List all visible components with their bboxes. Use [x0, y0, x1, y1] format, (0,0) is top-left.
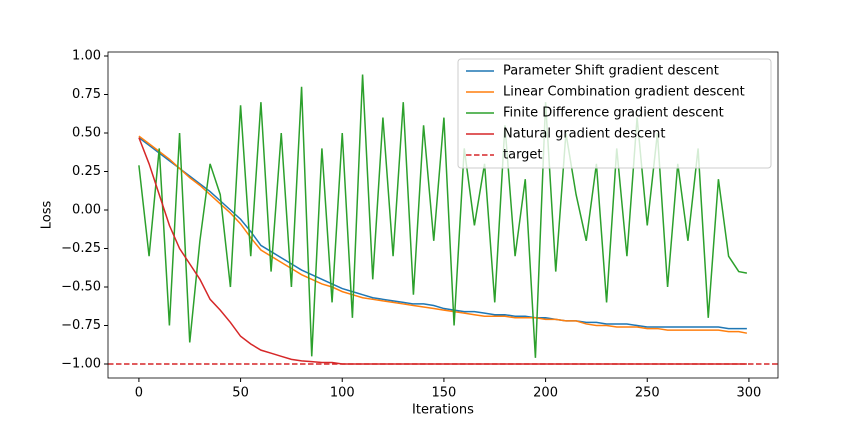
y-tick-label: −0.50 — [61, 279, 101, 294]
series-line — [138, 74, 748, 358]
legend-label: Finite Difference gradient descent — [503, 106, 724, 121]
y-tick-label: 0.00 — [72, 202, 101, 217]
x-tick-label: 100 — [330, 386, 355, 401]
plot-frame — [107, 51, 779, 379]
series-line — [138, 137, 747, 365]
y-tick-label: −0.75 — [61, 318, 101, 333]
x-tick-label: 50 — [232, 386, 249, 401]
x-tick-label: 150 — [432, 386, 457, 401]
y-tick-label: −1.00 — [61, 356, 101, 371]
legend-label: Linear Combination gradient descent — [503, 85, 745, 100]
legend-label: Parameter Shift gradient descent — [503, 64, 719, 79]
x-tick-label: 250 — [635, 386, 660, 401]
y-tick-label: 1.00 — [72, 49, 101, 64]
legend-label: target — [503, 148, 543, 163]
series-line — [138, 137, 747, 330]
x-tick-label: 0 — [135, 386, 143, 401]
y-tick-label: 0.50 — [72, 125, 101, 140]
legend-box — [457, 58, 772, 169]
legend-label: Natural gradient descent — [503, 127, 665, 142]
x-tick-label: 200 — [533, 386, 558, 401]
y-tick-label: 0.75 — [72, 87, 101, 102]
y-tick-label: −0.25 — [61, 241, 101, 256]
x-axis-label: Iterations — [412, 403, 474, 418]
y-tick-label: 0.25 — [72, 164, 101, 179]
y-axis-label: Loss — [40, 201, 55, 230]
x-tick-label: 300 — [737, 386, 762, 401]
series-line — [138, 135, 748, 334]
